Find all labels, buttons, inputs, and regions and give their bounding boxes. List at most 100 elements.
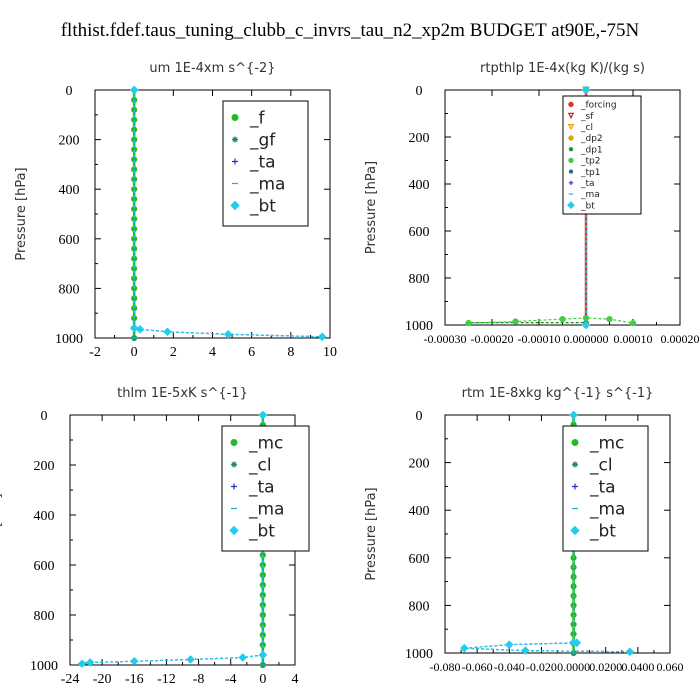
y-tick-label: 800 [409,599,430,614]
series-bt [459,410,635,657]
series-point [504,640,514,649]
series-point [129,85,139,95]
series-point [569,410,578,420]
y-tick-label: 200 [409,131,430,146]
legend-label: _ma [580,190,600,200]
legend-entry: _gf [232,130,276,150]
budget-panel-3: thlm 1E-5xK s^{-1} -24 -20 -16 -12 -8 -4 0 4 0 200… [0,386,310,687]
series-line [468,317,634,324]
legend-label: _bt [580,201,595,211]
y-tick-label: 1000 [405,319,433,334]
series-point [135,325,145,334]
series-point [258,410,268,420]
legend-entry: _tp1 [568,168,600,178]
budget-panel-1: um 1E-4xm s^{-2} -2 0 2 4 6 8 10 0 200 400 600 800 10… [14,61,337,360]
legend-entry: _ma [231,499,284,519]
legend-entry: _tp2 [568,157,600,167]
series-point [459,643,469,653]
legend-entry: _cl [231,455,272,475]
legend-label: _bt [248,521,275,541]
y-tick-label: 1000 [405,647,433,662]
y-tick-label: 600 [409,225,430,240]
panel-title: thlm 1E-5xK s^{-1} [117,386,248,401]
series-point [625,647,635,657]
legend-entry: _ta [572,477,616,497]
series-bt [129,85,327,342]
series-point [465,320,472,327]
x-tick-label: 0.00010 [614,332,653,346]
legend-label: _sf [580,112,594,122]
legend-entry: _bt [570,521,616,541]
legend-label: _ma [589,499,625,519]
panel-title: um 1E-4xm s^{-2} [149,61,275,76]
x-tick-label: -0.020 [526,660,557,674]
legend-label: _gf [249,130,276,150]
panel-title: rtm 1E-8xkg kg^{-1} s^{-1} [462,386,654,401]
legend-label: _ta [589,477,616,497]
y-tick-label: 600 [59,233,80,248]
y-tick-label: 600 [409,552,430,567]
x-tick-label: 0 [131,345,138,360]
legend-label: _cl [248,455,272,475]
series-point [572,638,582,648]
series-point [317,332,327,342]
y-tick-label: 800 [59,282,80,297]
legend-label: _cl [589,455,613,475]
x-tick-label: -0.00010 [518,332,561,346]
legend-label: _tp1 [580,168,600,178]
legend-entry: _sf [567,112,594,122]
x-tick-label: 0.0000 [557,660,590,674]
legend-entry: _bt [230,196,276,216]
y-tick-label: 200 [34,459,55,474]
legend-entry: _mc [230,433,283,453]
y-tick-label: 400 [34,509,55,524]
x-tick-label: 4 [209,345,216,360]
x-tick-label: -24 [61,672,80,687]
series-point [186,655,195,664]
legend-label: _f [249,108,266,128]
series-point [129,323,139,333]
series-point [606,316,613,323]
x-tick-label: 0.000000 [564,332,609,346]
legend-label: _ma [249,174,285,194]
legend-entry: _ma [232,174,285,194]
legend-entry: _dp2 [568,134,603,144]
x-tick-label: 2 [170,345,177,360]
series-point [238,653,248,662]
series-point [77,659,87,669]
series-point [521,646,530,655]
y-tick-label: 1000 [55,332,83,347]
budget-panel-2: rtpthlp 1E-4x(kg K)/(kg s) -0.00030 -0.000… [364,61,700,346]
legend-entry: _ma [568,190,600,200]
x-tick-label: -16 [125,672,144,687]
x-tick-label: -0.00030 [424,332,467,346]
y-tick-label: 1000 [30,659,58,674]
legend-entry: _ta [568,179,595,189]
legend-entry: _ta [231,477,275,497]
legend-label: _cl [580,123,593,133]
y-tick-label: 0 [41,409,48,424]
y-tick-label: 200 [409,457,430,472]
series-point [581,320,591,330]
x-tick-label: -8 [193,672,205,687]
y-tick-label: 800 [34,609,55,624]
y-tick-label: 400 [59,183,80,198]
x-tick-label: -2 [89,345,101,360]
y-tick-label: 400 [409,178,430,193]
legend-entry: _f [231,108,266,128]
legend-label: _ta [249,152,276,172]
series-point [512,318,519,325]
page-title: flthist.fdef.taus_tuning_clubb_c_invrs_t… [60,20,640,41]
legend-label: _bt [589,521,616,541]
legend-label: _dp1 [580,145,603,155]
legend-entry: _bt [229,521,275,541]
legend-label: _forcing [580,101,617,111]
legend-entry: _dp1 [568,145,603,155]
x-tick-label: 0.0200 [589,660,622,674]
legend-label: _mc [248,433,283,453]
x-tick-label: -0.080 [430,660,461,674]
legend-label: _bt [249,196,276,216]
x-tick-label: 0.00020 [661,332,700,346]
legend-label: _ma [248,499,284,519]
